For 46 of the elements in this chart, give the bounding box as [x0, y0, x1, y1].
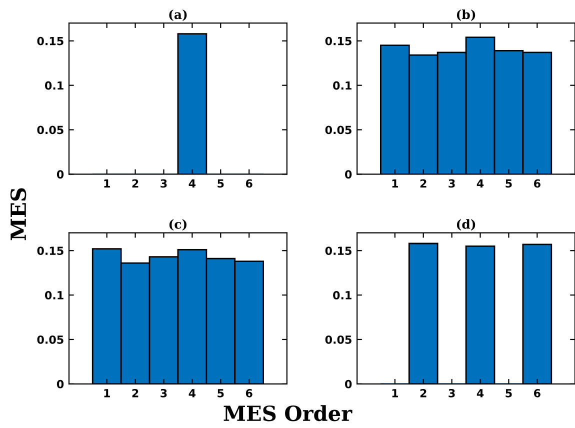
y-tick-label: 0 [345, 380, 352, 388]
y-tick-label: 0.1 [44, 81, 64, 90]
x-tick-label: 6 [246, 388, 252, 398]
x-tick-label: 2 [420, 179, 426, 188]
chart-title: (a) [169, 9, 187, 21]
x-tick-label: 2 [132, 388, 138, 398]
y-tick-label: 0.15 [325, 246, 352, 255]
x-tick-label: 3 [160, 179, 167, 188]
x-tick-label: 1 [104, 179, 110, 188]
chart-title: (b) [456, 9, 476, 21]
chart-title: (d) [456, 219, 476, 231]
x-tick-label: 6 [246, 179, 252, 188]
y-tick-label: 0 [56, 170, 64, 179]
y-tick-label: 0.15 [325, 36, 352, 46]
x-tick-label: 4 [476, 389, 484, 398]
y-tick-label: 0.15 [37, 36, 64, 46]
x-axis-title: MES Order [224, 405, 352, 422]
x-tick-label: 5 [218, 389, 224, 398]
y-tick-label: 0.05 [37, 126, 64, 134]
x-tick-label: 4 [188, 179, 196, 188]
x-tick-label: 2 [420, 388, 426, 398]
x-tick-label: 5 [506, 179, 512, 188]
y-tick-label: 0.1 [44, 291, 64, 300]
y-tick-label: 0.15 [37, 246, 64, 255]
y-tick-label: 0.1 [333, 291, 352, 300]
x-tick-label: 3 [160, 388, 167, 398]
x-tick-label: 5 [218, 179, 224, 188]
x-tick-label: 1 [104, 389, 110, 398]
y-tick-label: 0.1 [333, 81, 352, 90]
y-tick-label: 0 [56, 380, 64, 388]
x-tick-label: 1 [392, 179, 398, 188]
y-tick-label: 0.05 [325, 335, 352, 344]
x-tick-label: 5 [506, 389, 512, 398]
x-tick-label: 6 [534, 388, 540, 398]
y-tick-label: 0 [345, 170, 352, 179]
x-tick-label: 3 [448, 388, 455, 398]
y-tick-label: 0.05 [325, 126, 352, 134]
chart-title: (c) [169, 219, 186, 231]
y-tick-label: 0.05 [37, 335, 64, 344]
y-axis-title: MES [10, 188, 26, 240]
x-tick-label: 6 [534, 179, 540, 188]
x-tick-label: 3 [448, 179, 455, 188]
x-tick-label: 1 [392, 389, 398, 398]
x-tick-label: 4 [476, 179, 484, 188]
x-tick-label: 2 [132, 179, 138, 188]
x-tick-label: 4 [188, 389, 196, 398]
